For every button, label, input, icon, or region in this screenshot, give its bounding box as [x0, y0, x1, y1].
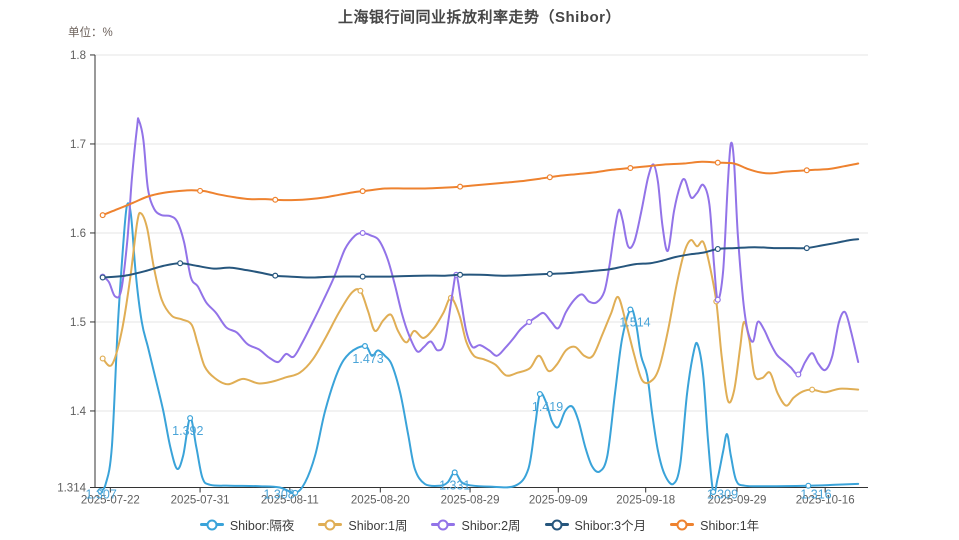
legend-line-icon-1y	[670, 519, 695, 530]
data-point-marker-3m[interactable]	[714, 245, 721, 252]
data-point-marker-1y[interactable]	[359, 188, 366, 195]
legend-item-label: Shibor:1年	[700, 519, 760, 533]
legend-item-label: Shibor:隔夜	[229, 519, 295, 533]
series-line-3m[interactable]	[101, 238, 860, 279]
data-point-marker-1y[interactable]	[714, 159, 721, 166]
x-axis-tick-label: 2025-08-20	[351, 495, 410, 507]
data-point-marker-2w[interactable]	[795, 371, 802, 378]
data-point-marker-overnight[interactable]	[536, 391, 543, 398]
series-overnight	[97, 202, 860, 496]
legend-line-icon-3m	[544, 519, 569, 530]
data-point-marker-overnight[interactable]	[710, 488, 717, 495]
y-axis-tick-label: 1.314	[57, 483, 86, 495]
point-value-label: 1.308	[263, 488, 294, 502]
x-axis-tick-label: 2025-08-11	[261, 495, 319, 507]
data-point-marker-1y[interactable]	[546, 174, 553, 181]
y-axis-tick-label: 1.8	[70, 50, 86, 62]
x-axis-tick-label: 2025-09-29	[708, 495, 767, 507]
data-point-marker-3m[interactable]	[803, 245, 810, 252]
data-point-marker-2w[interactable]	[714, 296, 721, 303]
point-value-label: 1.316	[800, 488, 831, 502]
series-1y	[99, 159, 860, 219]
x-axis-tick-label: 2025-08-29	[441, 495, 500, 507]
data-point-marker-overnight[interactable]	[361, 342, 368, 349]
x-axis-tick-label: 2025-09-18	[616, 495, 675, 507]
data-point-marker-1y[interactable]	[457, 183, 464, 190]
data-point-marker-overnight[interactable]	[187, 415, 194, 422]
data-point-marker-1w[interactable]	[809, 386, 816, 393]
series-line-1y[interactable]	[101, 160, 860, 217]
data-point-marker-1w[interactable]	[99, 355, 106, 362]
point-value-label: 1.307	[85, 488, 116, 502]
data-point-marker-2w[interactable]	[526, 318, 533, 325]
legend-item-label: Shibor:3个月	[574, 519, 647, 533]
point-value-label: 1.514	[619, 316, 650, 330]
y-axis-tick-label: 1.6	[70, 228, 86, 240]
data-point-marker-3m[interactable]	[99, 274, 106, 281]
data-point-marker-3m[interactable]	[177, 260, 184, 267]
legend-item-shibor-2w[interactable]: Shibor:2周	[431, 515, 521, 534]
legend-item-shibor-3m[interactable]: Shibor:3个月	[544, 515, 647, 534]
data-point-marker-overnight[interactable]	[97, 488, 104, 495]
legend-line-icon-2w	[431, 519, 456, 530]
data-point-marker-overnight[interactable]	[451, 469, 458, 476]
x-axis-tick-label: 2025-09-09	[529, 495, 588, 507]
x-axis-tick-label: 2025-07-31	[171, 495, 230, 507]
data-point-marker-2w[interactable]	[359, 229, 366, 236]
data-point-marker-1y[interactable]	[803, 167, 810, 174]
data-point-marker-1y[interactable]	[99, 212, 106, 219]
data-point-marker-1y[interactable]	[627, 164, 634, 171]
chart-title: 上海银行间同业拆放利率走势（Shibor）	[338, 9, 621, 26]
chart-legend: Shibor:隔夜 Shibor:1周 Shibor:2周 Shibor:3个月…	[0, 515, 959, 534]
legend-line-icon-overnight	[199, 519, 224, 530]
point-value-label: 1.309	[707, 488, 738, 502]
legend-item-label: Shibor:2周	[461, 519, 521, 533]
legend-item-shibor-overnight[interactable]: Shibor:隔夜	[199, 515, 295, 534]
point-value-label: 1.419	[532, 400, 563, 414]
data-point-marker-1y[interactable]	[272, 196, 279, 203]
point-value-label: 1.392	[172, 424, 203, 438]
data-point-marker-1w[interactable]	[357, 287, 364, 294]
legend-item-label: Shibor:1周	[348, 519, 408, 533]
series-line-overnight[interactable]	[99, 202, 860, 495]
series-line-1w[interactable]	[101, 211, 860, 407]
legend-item-shibor-1w[interactable]: Shibor:1周	[318, 515, 407, 534]
series-line-2w[interactable]	[101, 117, 860, 376]
data-point-marker-3m[interactable]	[457, 271, 464, 278]
y-axis-tick-label: 1.4	[70, 406, 87, 418]
point-value-label: 1.473	[352, 352, 383, 366]
data-point-marker-overnight[interactable]	[805, 482, 812, 489]
data-point-marker-1y[interactable]	[197, 187, 204, 194]
series-3m	[99, 238, 860, 281]
data-point-marker-3m[interactable]	[359, 273, 366, 280]
x-axis-tick-label: 2025-07-22	[81, 495, 140, 507]
y-axis-tick-label: 1.5	[70, 317, 86, 329]
legend-line-icon-1w	[318, 519, 343, 530]
data-point-marker-overnight[interactable]	[627, 306, 634, 313]
y-axis-tick-label: 1.7	[70, 139, 86, 151]
point-value-label: 1.331	[439, 478, 470, 492]
x-axis-tick-label: 2025-10-16	[796, 495, 855, 507]
unit-label: 单位：%	[68, 27, 113, 39]
legend-item-shibor-1y[interactable]: Shibor:1年	[670, 515, 759, 534]
data-point-marker-3m[interactable]	[546, 270, 553, 277]
data-point-marker-3m[interactable]	[272, 272, 279, 279]
data-point-marker-overnight[interactable]	[292, 489, 299, 496]
